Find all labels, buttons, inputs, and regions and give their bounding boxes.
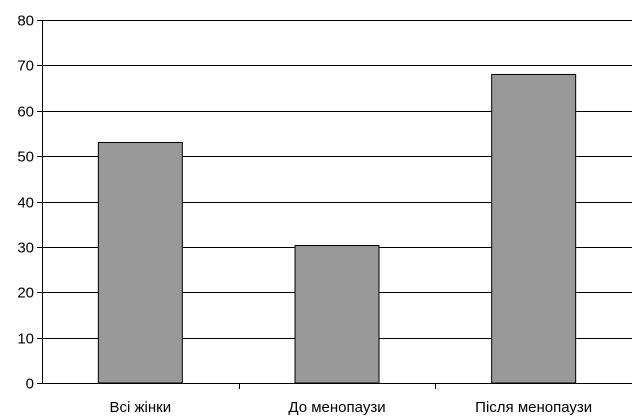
y-tick-label: 60 [17,104,34,121]
y-axis-ticks: 0 10 20 30 40 50 60 70 80 [17,13,42,393]
y-tick-label: 50 [17,149,34,166]
y-tick-label: 70 [17,58,34,75]
y-tick-label: 20 [17,285,34,302]
bar-2 [491,73,577,384]
axes [42,20,632,389]
bar-1 [294,245,380,384]
x-category-label: До менопаузи [288,399,385,416]
y-tick-label: 80 [17,13,34,30]
x-axis-labels: Всі жінки До менопаузи Після менопаузи [110,399,593,416]
bar-0 [97,142,183,384]
y-tick-label: 10 [17,331,34,348]
y-tick-label: 40 [17,195,34,212]
y-tick-label: 30 [17,240,34,257]
bars [97,73,577,384]
y-tick-label: 0 [26,376,34,393]
x-category-label: Всі жінки [110,399,172,416]
x-category-label: Після менопаузи [475,399,592,416]
